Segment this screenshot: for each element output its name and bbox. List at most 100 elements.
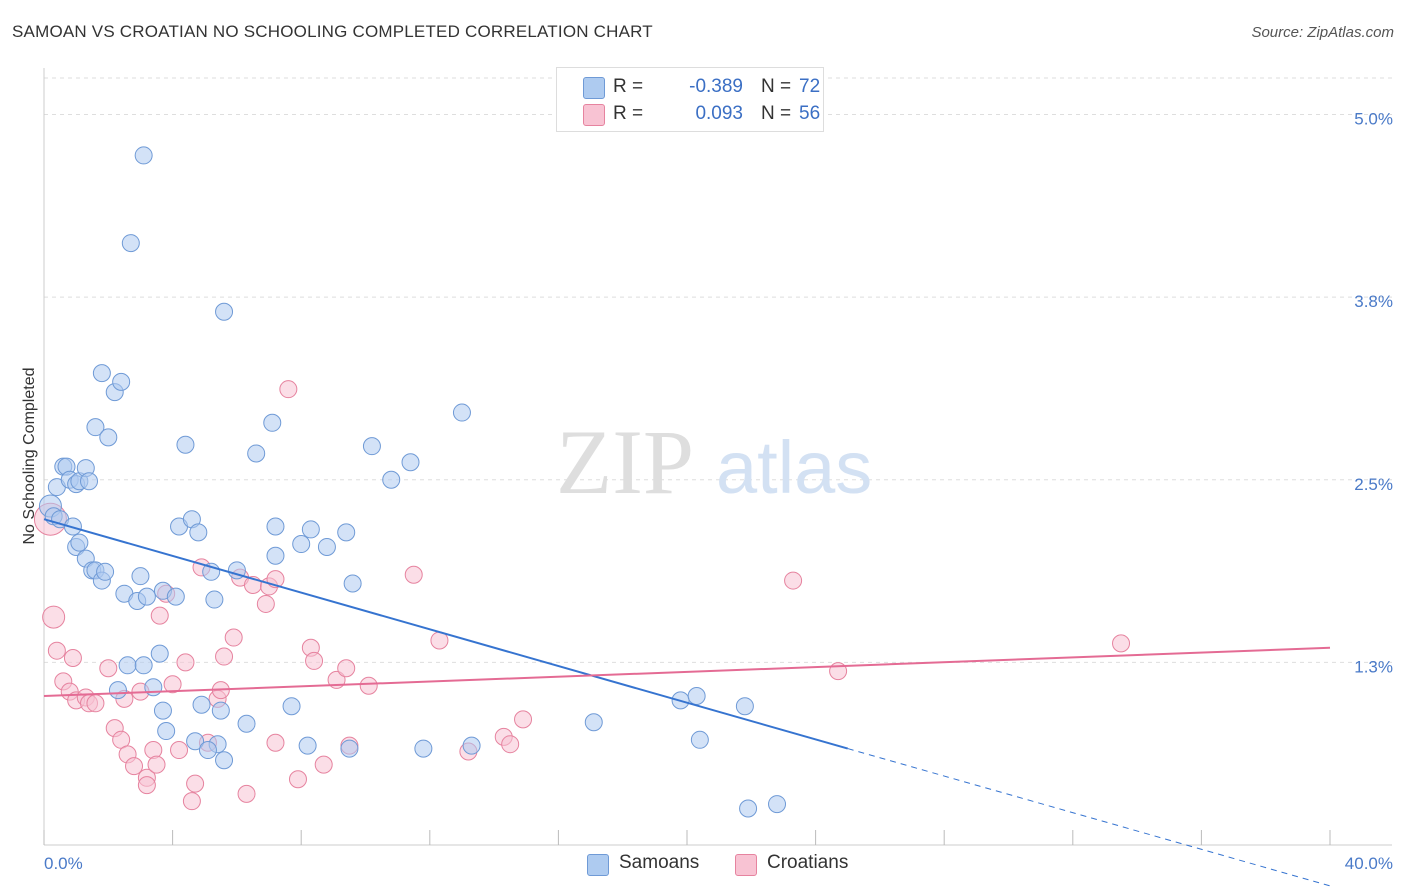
samoan-point[interactable] (99, 428, 118, 447)
croatian-point[interactable] (170, 741, 189, 760)
legend-r-label: R = (613, 103, 644, 124)
samoan-point[interactable] (176, 435, 195, 454)
samoan-point[interactable] (301, 520, 320, 539)
samoan-point[interactable] (211, 701, 230, 720)
samoan-point[interactable] (401, 453, 420, 472)
croatian-point[interactable] (501, 735, 520, 754)
samoan-point[interactable] (266, 517, 285, 536)
samoans-legend-label: Samoans (619, 852, 700, 873)
croatian-point[interactable] (86, 694, 105, 713)
watermark-zip: ZIP (556, 411, 694, 513)
croatian-point[interactable] (266, 733, 285, 752)
samoan-point[interactable] (215, 751, 234, 770)
croatians-swatch (583, 104, 605, 126)
croatian-point[interactable] (47, 641, 66, 660)
croatian-point[interactable] (1112, 634, 1131, 653)
legend-n-label: N = (761, 76, 792, 97)
croatian-point[interactable] (514, 710, 533, 729)
samoan-point[interactable] (166, 587, 185, 606)
samoan-point[interactable] (70, 533, 89, 552)
samoan-point[interactable] (118, 656, 137, 675)
samoan-point[interactable] (452, 403, 471, 422)
samoan-point[interactable] (192, 695, 211, 714)
croatian-point[interactable] (404, 565, 423, 584)
croatian-point[interactable] (215, 647, 234, 666)
samoan-point[interactable] (735, 697, 754, 716)
samoan-point[interactable] (157, 722, 176, 741)
croatian-point[interactable] (150, 606, 169, 625)
croatian-point[interactable] (163, 675, 182, 694)
samoan-point[interactable] (134, 656, 153, 675)
samoan-point[interactable] (414, 739, 433, 758)
samoan-point[interactable] (690, 730, 709, 749)
samoan-point[interactable] (112, 372, 131, 391)
samoan-point[interactable] (153, 701, 172, 720)
samoan-point[interactable] (189, 523, 208, 542)
samoan-point[interactable] (186, 732, 205, 751)
croatian-point[interactable] (224, 628, 243, 647)
samoan-point[interactable] (121, 234, 140, 253)
croatian-point[interactable] (305, 651, 324, 670)
samoan-point[interactable] (92, 364, 111, 383)
croatian-point[interactable] (63, 648, 82, 667)
samoans-swatch (583, 77, 605, 99)
samoan-point[interactable] (80, 472, 99, 491)
samoan-point[interactable] (86, 418, 105, 437)
croatian-point[interactable] (337, 659, 356, 678)
croatian-point[interactable] (279, 380, 298, 399)
samoan-point[interactable] (282, 697, 301, 716)
samoan-point[interactable] (150, 644, 169, 663)
samoan-point[interactable] (292, 535, 311, 554)
samoan-point[interactable] (96, 562, 115, 581)
samoan-point[interactable] (108, 681, 127, 700)
y-tick-label: 5.0% (1354, 110, 1393, 129)
y-tick-label: 2.5% (1354, 475, 1393, 494)
samoan-point[interactable] (134, 146, 153, 165)
samoan-point[interactable] (237, 714, 256, 733)
croatian-point[interactable] (237, 784, 256, 803)
croatian-point[interactable] (176, 653, 195, 672)
samoan-point[interactable] (584, 713, 603, 732)
samoan-point[interactable] (131, 567, 150, 586)
legend-n-label: N = (761, 103, 792, 124)
trend-lines (43, 518, 1331, 887)
samoan-point[interactable] (247, 444, 266, 463)
samoan-point[interactable] (205, 590, 224, 609)
samoan-point[interactable] (340, 739, 359, 758)
legend-r-value: -0.389 (689, 76, 743, 97)
samoan-point[interactable] (343, 574, 362, 593)
axes (43, 68, 1392, 846)
croatian-point[interactable] (359, 676, 378, 695)
croatian-point[interactable] (314, 755, 333, 774)
samoan-point[interactable] (362, 437, 381, 456)
samoan-point[interactable] (137, 587, 156, 606)
croatians-trend-line (43, 646, 1331, 697)
croatian-point[interactable] (144, 741, 163, 760)
croatian-point[interactable] (256, 594, 275, 613)
samoan-point[interactable] (298, 736, 317, 755)
samoan-point[interactable] (266, 546, 285, 565)
samoan-point[interactable] (317, 537, 336, 556)
croatian-point[interactable] (137, 776, 156, 795)
croatian-point[interactable] (784, 571, 803, 590)
samoan-point[interactable] (337, 523, 356, 542)
samoan-point[interactable] (462, 736, 481, 755)
samoan-point[interactable] (768, 795, 787, 814)
croatian-point[interactable] (182, 792, 201, 811)
samoan-point[interactable] (198, 741, 217, 760)
source-label: Source: ZipAtlas.com (1251, 24, 1394, 41)
croatian-point[interactable] (42, 605, 66, 629)
samoan-point[interactable] (382, 470, 401, 489)
samoan-point[interactable] (215, 302, 234, 321)
tick-labels: 1.3% 2.5% 3.8% 5.0% 0.0% 40.0% (44, 110, 1393, 873)
croatian-point[interactable] (288, 770, 307, 789)
samoan-point[interactable] (687, 686, 706, 705)
croatian-point[interactable] (125, 757, 144, 776)
croatian-point[interactable] (99, 659, 118, 678)
croatian-point[interactable] (147, 755, 166, 774)
samoan-point[interactable] (144, 678, 163, 697)
samoan-point[interactable] (263, 413, 282, 432)
samoan-point[interactable] (739, 799, 758, 818)
croatian-point[interactable] (186, 774, 205, 793)
legend-n-value: 72 (799, 76, 821, 97)
